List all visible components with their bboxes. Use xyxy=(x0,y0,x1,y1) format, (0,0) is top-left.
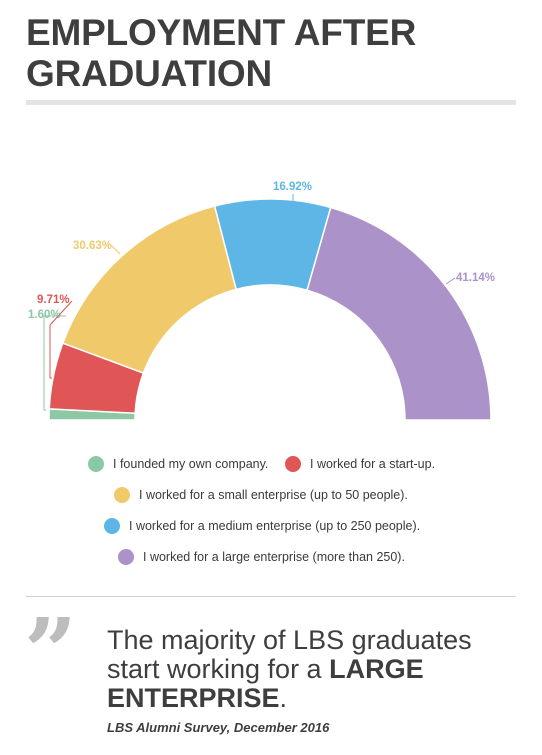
quote-text: The majority of LBS graduates start work… xyxy=(107,626,527,713)
leader-line-start-up xyxy=(49,300,73,379)
legend-item-own-company: I founded my own company. xyxy=(88,456,268,472)
quote-divider xyxy=(26,596,516,597)
leader-line-large-enterprise xyxy=(445,277,456,285)
legend-swatch-start-up xyxy=(285,456,301,472)
data-label-medium-enterprise: 16.92% xyxy=(273,181,312,193)
data-label-large-enterprise: 41.14% xyxy=(456,272,495,284)
semi-donut-chart: 1.60% 9.71% 30.63% 16.92% 41.14% xyxy=(28,181,495,421)
title-line-2: GRADUATION xyxy=(26,53,273,94)
slice-large-enterprise xyxy=(306,206,492,421)
slice-small-enterprise xyxy=(61,205,238,374)
title-line-1: EMPLOYMENT AFTER xyxy=(26,12,417,53)
legend-label-small-enterprise: I worked for a small enterprise (up to 5… xyxy=(139,488,408,502)
legend-label-start-up: I worked for a start-up. xyxy=(310,457,436,471)
legend-item-large-enterprise: I worked for a large enterprise (more th… xyxy=(118,549,405,565)
legend-swatch-small-enterprise xyxy=(114,487,130,503)
quote-mark-icon: ” xyxy=(24,598,77,706)
legend-swatch-large-enterprise xyxy=(118,549,134,565)
legend-item-start-up: I worked for a start-up. xyxy=(285,456,435,472)
legend-label-medium-enterprise: I worked for a medium enterprise (up to … xyxy=(129,519,421,533)
legend-swatch-medium-enterprise xyxy=(104,518,120,534)
leader-line-small-enterprise xyxy=(111,245,121,255)
legend-swatch-own-company xyxy=(88,456,104,472)
leader-line-own-company xyxy=(43,315,66,411)
data-label-small-enterprise: 30.63% xyxy=(73,240,112,252)
quote-text-emphasis: LARGE ENTERPRISE xyxy=(107,654,424,713)
legend-item-small-enterprise: I worked for a small enterprise (up to 5… xyxy=(114,487,408,503)
data-label-start-up: 9.71% xyxy=(37,294,70,306)
quote-text-main: The majority of LBS graduates start work… xyxy=(107,625,472,684)
legend-item-medium-enterprise: I worked for a medium enterprise (up to … xyxy=(104,518,420,534)
page-title: EMPLOYMENT AFTER GRADUATION xyxy=(26,12,416,94)
quote-text-end: . xyxy=(279,683,288,713)
quote-source: LBS Alumni Survey, December 2016 xyxy=(107,720,330,735)
legend-label-large-enterprise: I worked for a large enterprise (more th… xyxy=(143,550,405,564)
data-label-own-company: 1.60% xyxy=(28,309,61,321)
title-divider xyxy=(26,100,516,105)
legend-label-own-company: I founded my own company. xyxy=(113,457,269,471)
